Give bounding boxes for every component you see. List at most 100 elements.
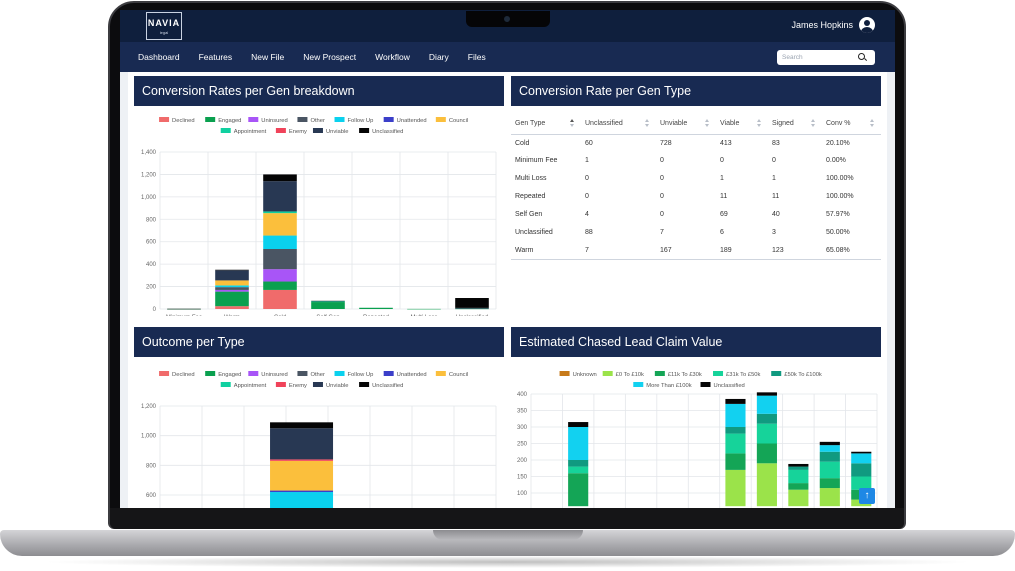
bar-segment-unviable <box>455 307 489 309</box>
bar-segment-50k-to-100k <box>756 413 777 424</box>
bar-segment-0-to-10k <box>725 469 746 507</box>
y-tick-label: 1,000 <box>141 195 157 201</box>
sort-icon[interactable] <box>811 119 816 129</box>
bar-segment-unclassified <box>819 441 840 446</box>
legend-label: Other <box>310 372 325 378</box>
x-tick-label: Warm <box>224 315 240 316</box>
legend-item-unclassified: Unclassified <box>359 382 403 389</box>
bar-segment-council <box>215 280 249 286</box>
legend-item-unattended: Unattended <box>383 371 427 378</box>
bar-segment-more-than-100k <box>725 403 746 427</box>
bar-segment-unclassified <box>311 300 345 302</box>
user-avatar-icon[interactable] <box>859 17 875 33</box>
bar-segment-engaged <box>263 281 297 290</box>
table-row[interactable]: Minimum Fee 1 0 0 0 0.00% <box>511 152 881 170</box>
nav-item-files[interactable]: Files <box>467 52 486 62</box>
main-nav: Dashboard Features New File New Prospect… <box>120 42 895 72</box>
sort-icon[interactable] <box>705 119 710 129</box>
laptop-notch <box>433 530 583 540</box>
app-logo[interactable]: NAVIA legal <box>146 12 182 40</box>
legend-item-uninsured: Uninsured <box>248 371 288 378</box>
legend-item-appointment: Appointment <box>220 128 267 135</box>
x-tick-label: Unclassified <box>456 315 488 316</box>
sort-icon[interactable] <box>757 119 762 129</box>
table-row[interactable]: Cold 60 728 413 83 20.10% <box>511 134 881 152</box>
legend-label: Unknown <box>573 372 597 378</box>
legend-label: £0 To £10k <box>616 372 644 378</box>
bar-segment-unclassified <box>568 422 589 427</box>
legend-swatch <box>359 382 370 387</box>
user-menu[interactable]: James Hopkins <box>791 17 875 33</box>
table-cell: 0 <box>660 193 664 201</box>
table-row[interactable]: Self Gen 4 0 69 40 57.97% <box>511 206 881 224</box>
sort-icon[interactable] <box>570 119 575 129</box>
search-icon[interactable] <box>858 53 867 62</box>
column-header-gen-type[interactable]: Gen Type <box>511 114 581 135</box>
scroll-to-top-button[interactable]: ↑ <box>859 488 875 504</box>
nav-item-dashboard[interactable]: Dashboard <box>138 52 180 62</box>
logo-subtext: legal <box>159 30 169 35</box>
table-row[interactable]: Multi Loss 0 0 1 1 100.00% <box>511 170 881 188</box>
legend-item-appointment: Appointment <box>220 382 267 389</box>
table-row[interactable]: Repeated 0 0 11 11 100.00% <box>511 188 881 206</box>
y-tick-label: 400 <box>517 392 528 398</box>
table-row[interactable]: Unclassified 88 7 6 3 50.00% <box>511 223 881 241</box>
y-tick-label: 800 <box>146 463 157 469</box>
legend-swatch <box>159 371 170 376</box>
bar-segment-engaged <box>215 291 249 307</box>
nav-item-new-prospect[interactable]: New Prospect <box>303 52 357 62</box>
legend-label: £50k To £100k <box>784 372 822 378</box>
bar-segment-unviable <box>270 428 334 460</box>
legend-item-follow-up: Follow Up <box>334 371 374 378</box>
bar-segment-declined <box>263 289 297 309</box>
column-header-unviable[interactable]: Unviable <box>656 114 716 135</box>
table-cell: 0 <box>585 175 589 183</box>
nav-item-workflow[interactable]: Workflow <box>375 52 410 62</box>
table-cell: 3 <box>772 228 776 236</box>
bar-segment-31k-to-50k <box>819 461 840 479</box>
table-cell: 20.10% <box>826 139 850 147</box>
x-tick-label: Minimum Fee <box>166 315 203 316</box>
nav-item-features[interactable]: Features <box>198 52 233 62</box>
bar-segment-50k-to-100k <box>725 427 746 434</box>
sort-icon[interactable] <box>870 119 875 129</box>
search-box[interactable] <box>777 50 875 65</box>
table-cell: 189 <box>716 241 768 260</box>
column-header-unclassified[interactable]: Unclassified <box>581 114 656 135</box>
bar-segment-31k-to-50k <box>788 469 809 484</box>
bar-segment-0-to-10k <box>788 489 809 507</box>
table-cell: Multi Loss <box>515 175 547 183</box>
table-cell: 0 <box>772 157 776 165</box>
x-tick-label: Multi Loss <box>410 315 437 316</box>
y-tick-label: 1,200 <box>141 172 157 178</box>
search-input[interactable] <box>782 54 858 61</box>
column-label: Gen Type <box>515 120 546 128</box>
bar-segment-unclassified <box>263 174 297 182</box>
column-header-conv[interactable]: Conv % <box>822 114 881 135</box>
column-header-signed[interactable]: Signed <box>768 114 822 135</box>
column-header-viable[interactable]: Viable <box>716 114 768 135</box>
sort-icon[interactable] <box>645 119 650 129</box>
legend-item-unclassified: Unclassified <box>700 382 745 389</box>
table-cell: 65.08% <box>822 241 881 260</box>
conversion-breakdown-svg: Declined Engaged Uninsured Other Follow Up Un… <box>141 117 497 321</box>
legend-swatch <box>312 128 323 133</box>
legend-label: Follow Up <box>348 372 374 378</box>
table-cell: 123 <box>768 241 822 260</box>
legend-item-declined: Declined <box>159 117 195 124</box>
table-row[interactable]: Warm 7 167 189 123 65.08% <box>511 241 881 260</box>
legend-label: Unattended <box>397 372 427 378</box>
legend-label: Council <box>449 372 468 378</box>
legend-swatch <box>654 371 665 376</box>
nav-item-diary[interactable]: Diary <box>428 52 449 62</box>
nav-item-new-file[interactable]: New File <box>251 52 285 62</box>
legend-swatch <box>205 371 216 376</box>
legend-label: Engaged <box>218 372 241 378</box>
y-tick-label: 0 <box>153 307 157 313</box>
legend-item-follow-up: Follow Up <box>334 117 373 124</box>
legend-item-council: Council <box>435 371 468 378</box>
legend-swatch <box>359 128 370 133</box>
bar-segment-11k-to-30k <box>819 478 840 489</box>
y-tick-label: 150 <box>517 475 528 481</box>
column-label: Viable <box>720 120 740 128</box>
